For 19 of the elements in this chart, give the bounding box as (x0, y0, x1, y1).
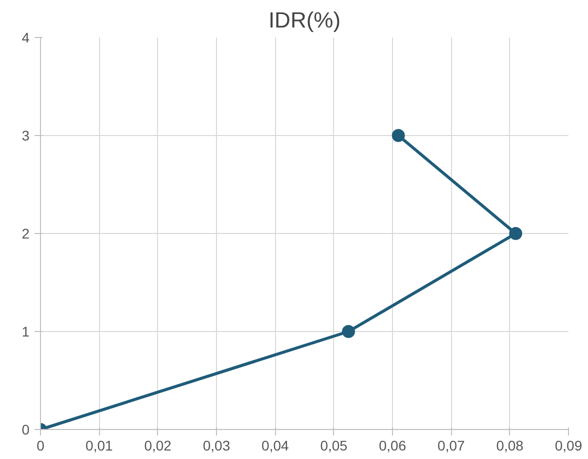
y-tick-label: 0 (22, 422, 30, 438)
chart-title: IDR(%) (268, 8, 341, 32)
y-tick-label: 3 (22, 128, 30, 144)
x-tick-label: 0,08 (496, 438, 524, 454)
point (392, 129, 405, 142)
x-tick-label: 0,02 (144, 438, 172, 454)
point (342, 325, 355, 338)
y-tick-label: 2 (22, 226, 30, 242)
x-tick-label: 0,07 (438, 438, 466, 454)
x-tick-label: 0 (36, 438, 45, 454)
x-tick-label: 0,09 (554, 438, 582, 454)
point (509, 227, 522, 240)
x-tick-label: 0,05 (320, 438, 348, 454)
x-tick-label: 0,01 (86, 438, 114, 454)
x-tick-label: 0,06 (378, 438, 406, 454)
x-tick-label: 0,04 (262, 438, 290, 454)
x-tick-label: 0,03 (202, 438, 230, 454)
y-tick-label: 4 (22, 30, 30, 46)
y-tick-label: 1 (22, 324, 30, 340)
